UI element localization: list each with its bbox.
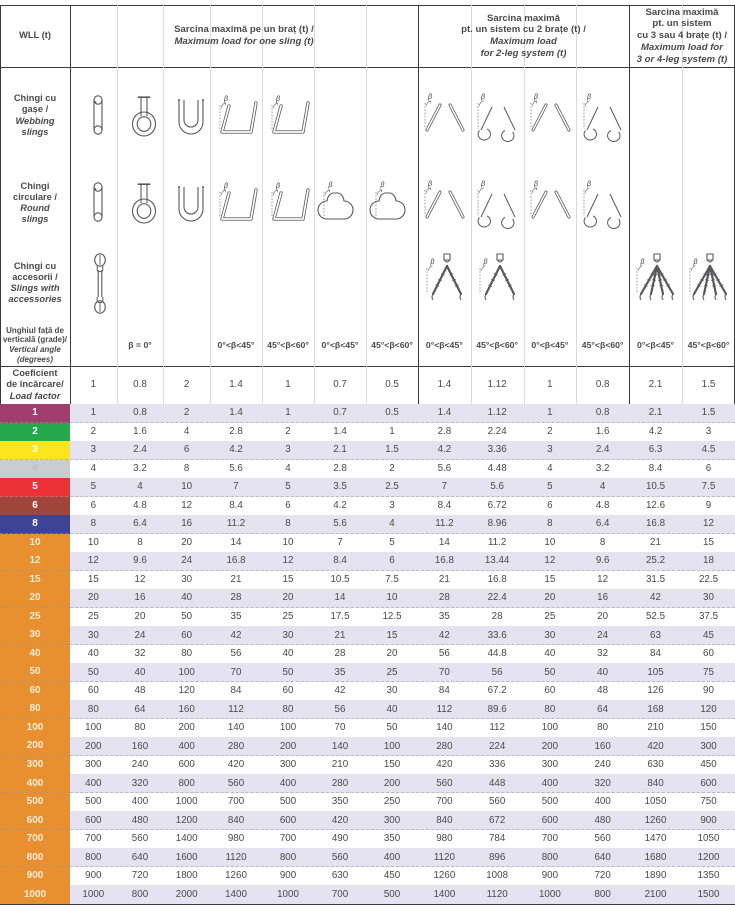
svg-text:β: β: [430, 259, 435, 266]
svg-text:β: β: [692, 259, 697, 266]
svg-text:β: β: [639, 259, 644, 266]
svg-text:β: β: [533, 181, 538, 188]
svg-text:β: β: [275, 183, 280, 190]
svg-text:β: β: [483, 259, 488, 266]
svg-text:β: β: [223, 96, 228, 103]
svg-text:β: β: [380, 182, 385, 189]
svg-text:β: β: [586, 94, 591, 101]
svg-text:β: β: [480, 94, 485, 101]
svg-text:β: β: [275, 96, 280, 103]
svg-text:β: β: [586, 181, 591, 188]
svg-text:β: β: [427, 94, 432, 101]
svg-text:β: β: [328, 182, 333, 189]
svg-text:β: β: [427, 181, 432, 188]
svg-text:β: β: [223, 183, 228, 190]
svg-text:β: β: [533, 94, 538, 101]
svg-text:β: β: [480, 181, 485, 188]
